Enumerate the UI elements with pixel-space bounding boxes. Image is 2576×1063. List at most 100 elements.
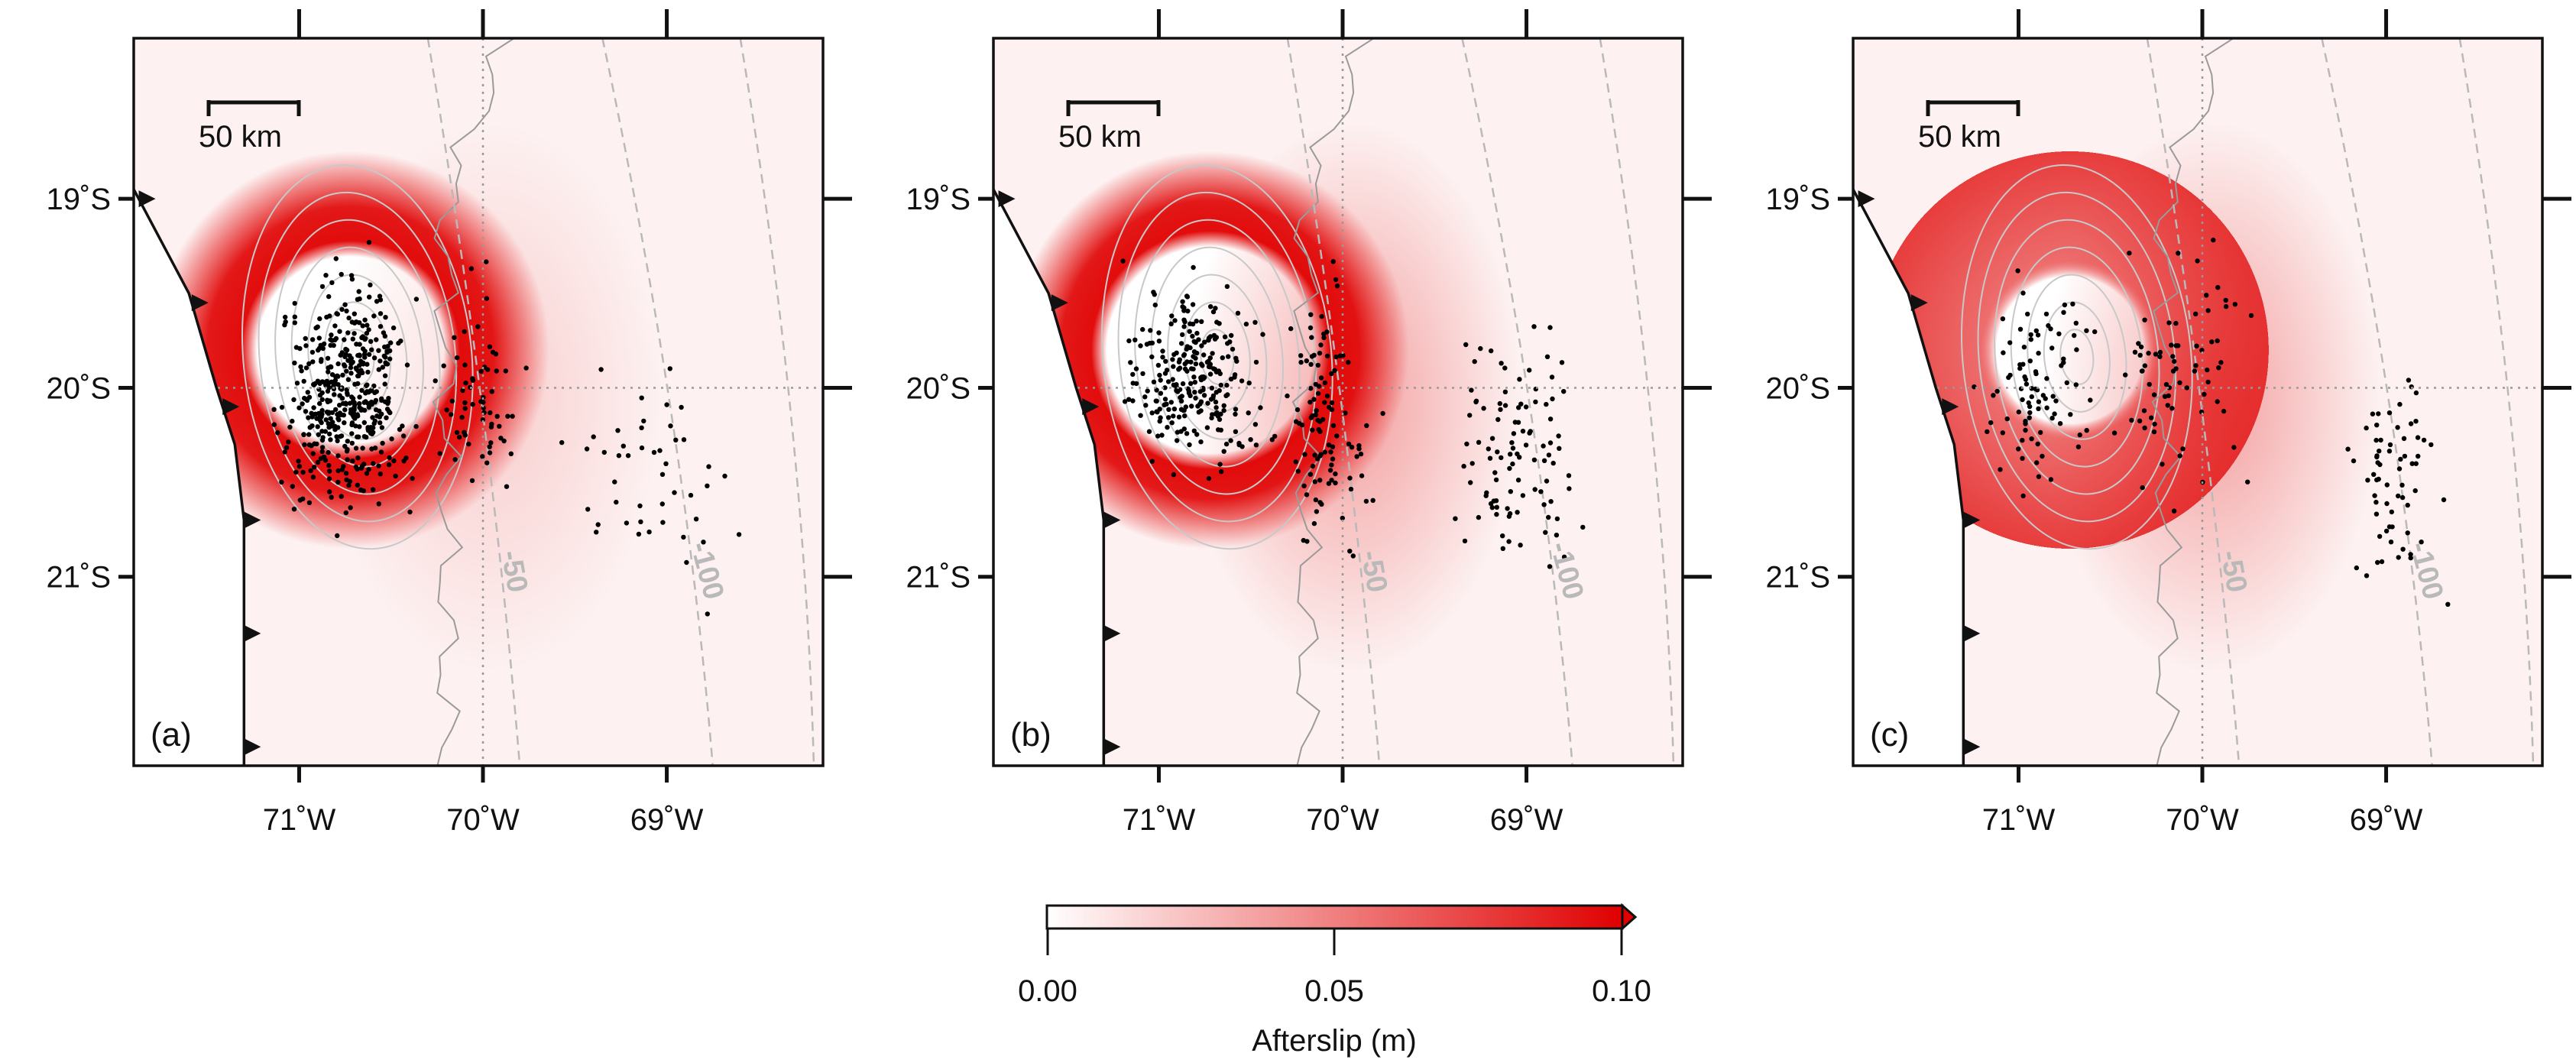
subduction-tooth (1103, 624, 1121, 642)
colorbar-tick-label-0: 0.00 (1018, 974, 1077, 1008)
aftershock (2035, 332, 2041, 338)
aftershock (381, 330, 387, 335)
ocean-mask (134, 189, 245, 766)
aftershock (1506, 514, 1512, 519)
aftershock (1224, 382, 1230, 388)
aftershock (319, 397, 325, 402)
colorbar-tick-label-1: 0.05 (1304, 974, 1364, 1008)
aftershock (1346, 359, 1351, 365)
aftershock (1157, 407, 1162, 412)
aftershock (462, 406, 468, 411)
aftershock (1543, 530, 1548, 535)
aftershock (2016, 446, 2021, 452)
aftershock (1293, 459, 1299, 465)
aftershock (595, 522, 601, 527)
aftershock (2376, 411, 2381, 416)
aftershock (1163, 358, 1168, 364)
aftershock (2397, 401, 2403, 407)
aftershock (2007, 372, 2013, 378)
aftershock (1502, 365, 1508, 371)
aftershock (364, 330, 370, 336)
lon-tick-label: 71˚W (1982, 803, 2056, 837)
aftershock (1166, 407, 1171, 412)
aftershock (366, 467, 371, 472)
aftershock (668, 423, 673, 429)
aftershock (1317, 419, 1323, 424)
aftershock (2192, 368, 2198, 374)
aftershock (1476, 439, 1482, 445)
aftershock (1199, 343, 1204, 348)
aftershock (1317, 351, 1323, 356)
aftershock (366, 352, 372, 357)
aftershock (1198, 399, 1204, 404)
aftershock (320, 435, 326, 440)
aftershock (478, 368, 484, 374)
aftershock (466, 441, 471, 447)
aftershock (1516, 405, 1521, 410)
aftershock (1204, 425, 1210, 430)
aftershock (1217, 321, 1222, 326)
aftershock (368, 339, 374, 344)
aftershock (1208, 397, 1214, 402)
aftershock (1314, 509, 1320, 514)
aftershock (664, 402, 669, 407)
aftershock (2170, 354, 2176, 359)
aftershock (2028, 332, 2033, 338)
aftershock (365, 426, 371, 432)
aftershock (1497, 400, 1503, 407)
aftershock (1217, 462, 1223, 467)
aftershock (2044, 405, 2049, 410)
aftershock (2199, 348, 2205, 353)
aftershock (1185, 386, 1191, 391)
lon-tick-label: 69˚W (630, 803, 704, 837)
aftershock (349, 431, 355, 436)
aftershock (1364, 423, 1369, 429)
aftershock (2001, 350, 2006, 355)
aftershock (1269, 437, 1275, 442)
aftershock (1176, 414, 1182, 420)
aftershock (350, 412, 355, 418)
aftershock (1523, 404, 1529, 410)
aftershock (1304, 358, 1310, 364)
aftershock (489, 389, 494, 394)
aftershock (487, 444, 492, 449)
aftershock (377, 311, 384, 316)
aftershock (2163, 381, 2169, 387)
subduction-tooth (1103, 511, 1121, 529)
aftershock (291, 397, 296, 403)
aftershock (2033, 371, 2039, 377)
aftershock (353, 423, 358, 429)
aftershock (1327, 468, 1333, 473)
aftershock (386, 396, 391, 401)
aftershock (369, 347, 374, 352)
aftershock (1332, 368, 1337, 373)
aftershock (349, 440, 355, 446)
trench-line (1853, 188, 1965, 766)
aftershock (279, 479, 284, 485)
aftershock (1472, 358, 1477, 365)
aftershock (303, 396, 308, 402)
aftershock (348, 371, 354, 376)
aftershock (1221, 408, 1226, 413)
aftershock (1178, 341, 1184, 346)
aftershock (1356, 442, 1362, 449)
aftershock (1222, 334, 1228, 339)
aftershock (1349, 445, 1355, 450)
aftershock (349, 277, 355, 282)
aftershock (501, 438, 507, 444)
aftershock (345, 439, 350, 444)
aftershock (1155, 362, 1162, 368)
lon-tick-label: 70˚W (446, 803, 520, 837)
aftershock (2151, 392, 2157, 397)
aftershock (1315, 391, 1321, 397)
aftershock (380, 365, 385, 370)
aftershock (1313, 497, 1319, 503)
aftershock (1252, 422, 1259, 427)
afterslip-lobe-east (324, 122, 661, 672)
aftershock (667, 366, 672, 371)
aftershock (2169, 406, 2175, 411)
aftershock (1363, 498, 1369, 504)
aftershock (1314, 408, 1319, 413)
aftershock (355, 297, 361, 302)
aftershock (1146, 429, 1152, 434)
